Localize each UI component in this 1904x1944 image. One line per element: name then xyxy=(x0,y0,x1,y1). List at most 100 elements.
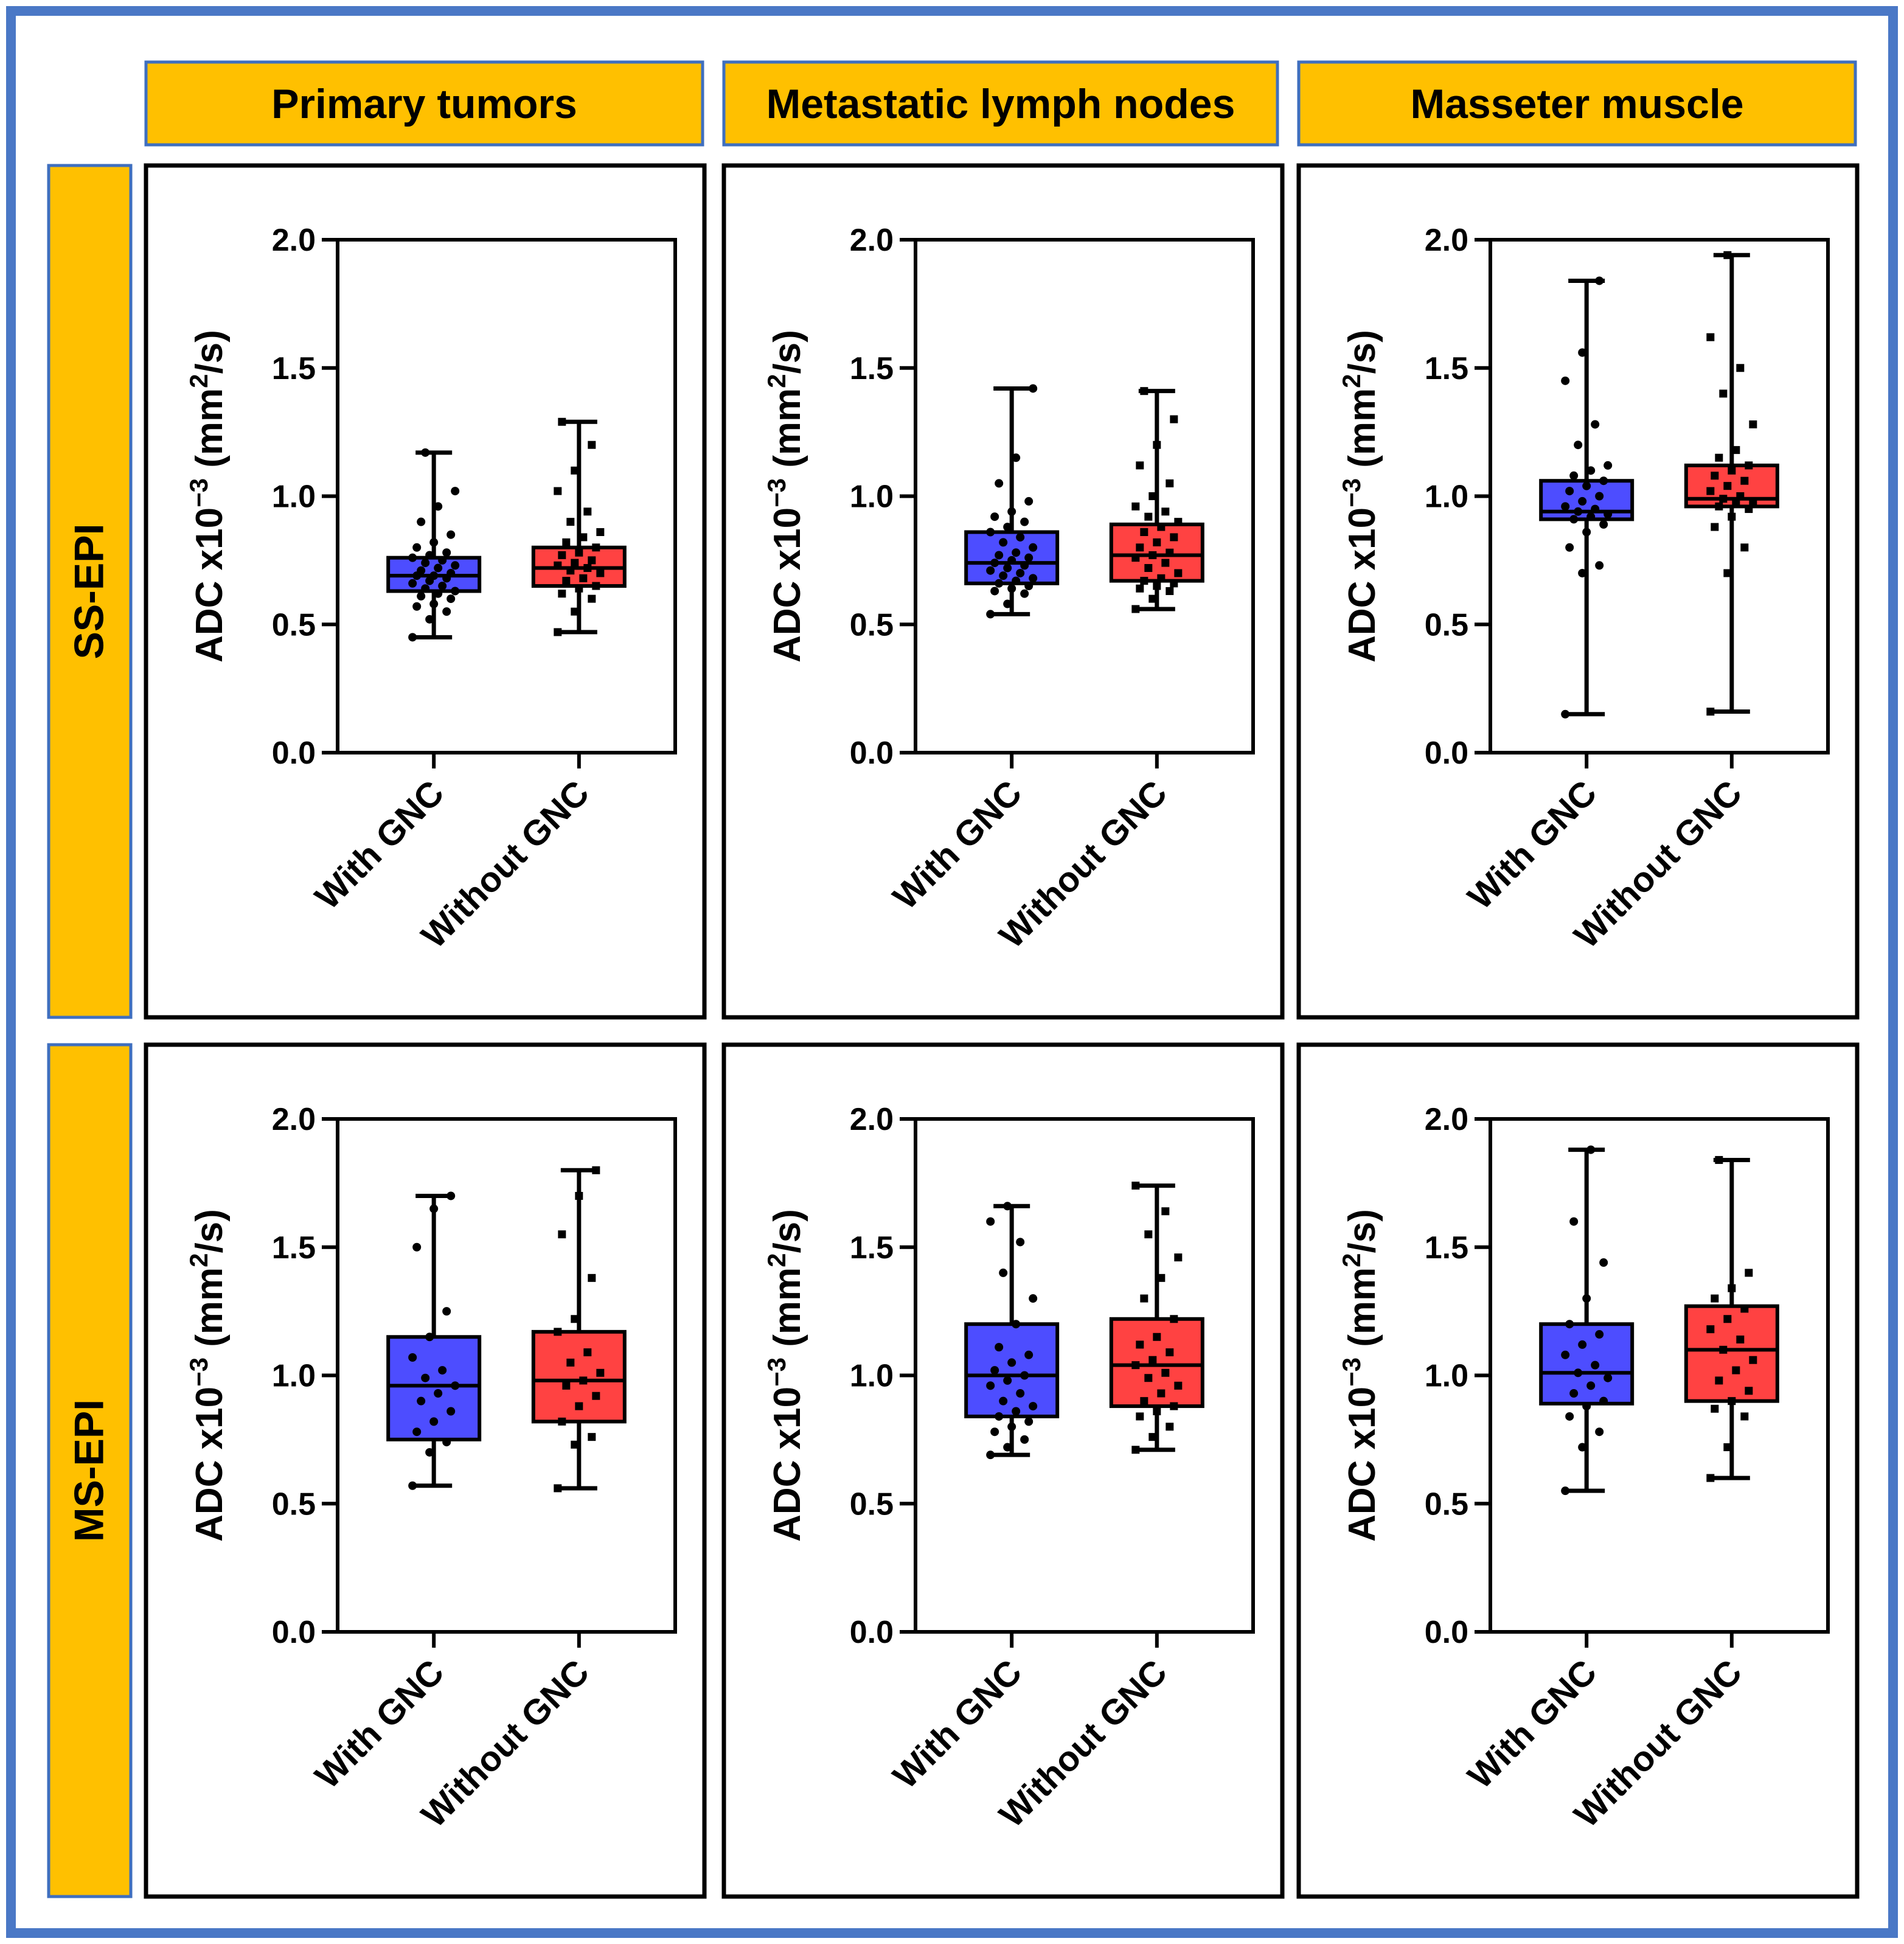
y-tick-label: 2.0 xyxy=(272,223,316,258)
data-point xyxy=(1157,1389,1166,1398)
axis-title-text: ADC x10 xyxy=(1341,1387,1383,1542)
panel-border xyxy=(144,1042,707,1899)
data-point xyxy=(1728,512,1736,521)
data-point xyxy=(1561,376,1570,385)
data-point xyxy=(1170,415,1178,423)
data-point xyxy=(1569,1217,1579,1226)
y-tick-label: 1.5 xyxy=(1425,351,1468,386)
data-point xyxy=(425,1448,434,1457)
data-point xyxy=(1153,582,1161,590)
y-tick-label: 2.0 xyxy=(1425,1102,1468,1137)
data-point xyxy=(1586,512,1596,521)
data-point xyxy=(1140,577,1148,585)
data-point xyxy=(1012,1320,1021,1329)
data-point xyxy=(1574,1368,1583,1378)
data-point xyxy=(1723,569,1732,577)
data-point xyxy=(1166,1348,1174,1357)
data-point xyxy=(425,551,434,560)
data-point xyxy=(1024,1417,1034,1426)
data-point xyxy=(1007,1422,1016,1431)
y-tick-label: 1.0 xyxy=(1425,479,1468,515)
data-point xyxy=(1029,1402,1038,1411)
data-point xyxy=(1012,1407,1021,1416)
data-point xyxy=(1029,1294,1038,1303)
row-header-label: MS-EPI xyxy=(66,1399,113,1542)
box-iqr xyxy=(1684,1304,1779,1403)
data-point xyxy=(1029,384,1038,393)
data-point xyxy=(1582,528,1591,537)
data-point xyxy=(995,1412,1004,1421)
data-point xyxy=(1706,708,1715,716)
data-point xyxy=(1736,364,1745,372)
data-point xyxy=(1148,551,1157,559)
data-point xyxy=(1003,1443,1012,1452)
data-point xyxy=(1007,1358,1016,1367)
y-tick-label: 2.0 xyxy=(272,1102,316,1137)
data-point xyxy=(596,1368,605,1377)
data-point xyxy=(1140,1294,1148,1303)
box-iqr xyxy=(964,1322,1060,1418)
data-point xyxy=(1603,461,1613,470)
y-axis-title: ADC x10−3 (mm2/s) xyxy=(1337,1209,1383,1542)
data-point xyxy=(412,1242,422,1252)
data-point xyxy=(986,610,995,619)
data-point xyxy=(558,551,566,559)
data-point xyxy=(1007,584,1016,593)
data-point xyxy=(442,1438,451,1447)
data-point xyxy=(588,1433,596,1441)
data-point xyxy=(1582,481,1591,490)
data-point xyxy=(571,1315,579,1323)
data-point xyxy=(1561,1350,1570,1359)
axis-title-superscript: −3 xyxy=(762,478,791,507)
data-point xyxy=(596,569,605,577)
data-point xyxy=(986,1217,995,1226)
data-point xyxy=(999,1396,1008,1406)
axis-title-text: (mm xyxy=(766,1267,808,1357)
column-header-label: Primary tumors xyxy=(271,81,577,127)
data-point xyxy=(592,1392,600,1400)
data-point xyxy=(562,538,571,546)
data-point xyxy=(554,1328,562,1336)
data-point xyxy=(1166,548,1174,557)
data-point xyxy=(566,518,575,526)
data-point xyxy=(592,582,600,590)
data-point xyxy=(1153,1407,1161,1416)
data-point xyxy=(1174,1253,1183,1262)
data-point xyxy=(1170,1315,1178,1323)
data-point xyxy=(588,556,596,565)
row-header-box xyxy=(47,1043,133,1898)
data-point xyxy=(1140,528,1148,537)
axis-title-text: /s) xyxy=(1341,1209,1383,1253)
data-point xyxy=(1586,1381,1596,1390)
data-point xyxy=(995,579,1004,588)
data-point xyxy=(1582,1294,1591,1303)
data-point xyxy=(1016,568,1025,577)
data-point xyxy=(1565,1320,1574,1329)
data-point xyxy=(1561,709,1570,719)
y-tick-label: 1.5 xyxy=(850,1230,894,1266)
data-point xyxy=(425,1333,434,1342)
data-point xyxy=(1148,1433,1157,1441)
data-point xyxy=(575,1402,583,1410)
y-tick-label: 1.5 xyxy=(850,351,894,386)
data-point xyxy=(571,466,579,475)
axis-title-text: ADC x10 xyxy=(189,507,231,663)
data-point xyxy=(1728,1397,1736,1406)
data-point xyxy=(1719,495,1728,503)
data-point xyxy=(990,587,999,596)
data-point xyxy=(986,528,995,537)
data-point xyxy=(1749,497,1757,506)
data-point xyxy=(575,548,583,557)
data-point xyxy=(554,628,562,636)
data-point xyxy=(1174,518,1183,526)
data-point xyxy=(421,584,430,593)
axis-title-superscript: −3 xyxy=(762,1357,791,1387)
data-point xyxy=(1020,517,1029,526)
data-point xyxy=(1148,1356,1157,1364)
data-point xyxy=(1136,1340,1144,1349)
data-point xyxy=(429,571,439,580)
axis-title-superscript: −3 xyxy=(184,1357,213,1387)
axis-title-text: /s) xyxy=(1341,330,1383,374)
